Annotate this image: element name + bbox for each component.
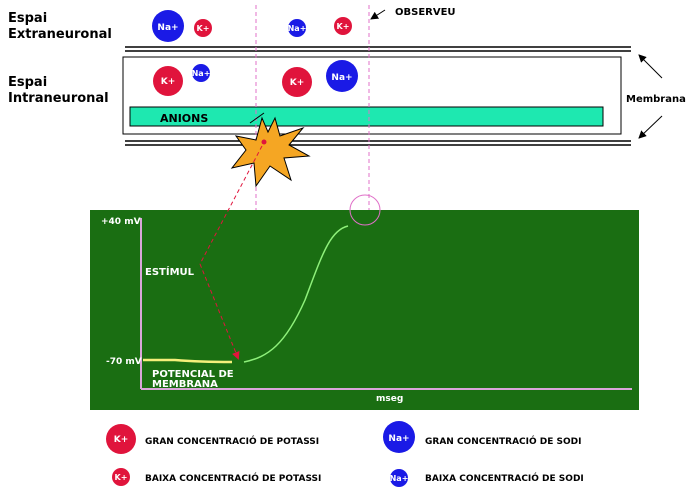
legend-na-high: Na+ [383, 421, 415, 453]
svg-text:K+: K+ [197, 24, 210, 33]
ion-k-small-extra: K+ [194, 19, 212, 37]
extraneuronal-label-line2: Extraneuronal [8, 27, 112, 42]
svg-text:K+: K+ [290, 78, 305, 88]
y-label-top: +40 mV [101, 217, 141, 227]
svg-text:K+: K+ [115, 473, 128, 482]
legend-na-high-label: GRAN CONCENTRACIÓ DE SODI [425, 435, 582, 447]
membrana-arrow-down [639, 116, 662, 138]
membrane-bottom [125, 141, 631, 145]
svg-text:Na+: Na+ [288, 24, 307, 33]
anions-label: ANIONS [160, 112, 208, 125]
intraneuronal-label-line1: Espai [8, 75, 47, 90]
estimul-label: ESTÍMUL [145, 265, 195, 278]
legend-k-low: K+ [112, 468, 130, 486]
svg-text:K+: K+ [161, 77, 176, 87]
legend-k-high: K+ [106, 424, 136, 454]
svg-text:Na+: Na+ [192, 69, 211, 78]
svg-text:Na+: Na+ [331, 73, 352, 83]
observeu-label: OBSERVEU [395, 7, 456, 18]
legend-na-low-label: BAIXA CONCENTRACIÓ DE SODI [425, 472, 584, 484]
ion-na-large-extra: Na+ [152, 10, 184, 42]
svg-text:Na+: Na+ [390, 474, 409, 483]
legend-k-low-label: BAIXA CONCENTRACIÓ DE POTASSI [145, 472, 321, 484]
potencial-label-line2: MEMBRANA [152, 379, 218, 390]
svg-text:Na+: Na+ [157, 23, 178, 33]
membrane-top [125, 47, 631, 51]
svg-text:K+: K+ [114, 435, 129, 445]
intraneuronal-label-line2: Intraneuronal [8, 91, 109, 106]
membrana-label: Membrana [626, 94, 686, 105]
ion-k-large-intra: K+ [153, 66, 183, 96]
observeu-arrow [371, 10, 385, 19]
membrana-arrow-up [639, 55, 662, 78]
legend-na-low: Na+ [390, 469, 409, 487]
y-label-bottom: -70 mV [106, 357, 142, 367]
ion-k-large-intra-2: K+ [282, 67, 312, 97]
ion-na-small-extra: Na+ [288, 19, 307, 37]
svg-text:Na+: Na+ [388, 434, 409, 444]
legend-k-high-label: GRAN CONCENTRACIÓ DE POTASSI [145, 435, 319, 447]
ion-k-small-extra-2: K+ [334, 17, 352, 35]
x-axis-label: mseg [376, 394, 403, 404]
ion-na-large-intra: Na+ [326, 60, 358, 92]
svg-text:K+: K+ [337, 22, 350, 31]
extraneuronal-label-line1: Espai [8, 11, 47, 26]
stimulus-dot [262, 140, 267, 145]
